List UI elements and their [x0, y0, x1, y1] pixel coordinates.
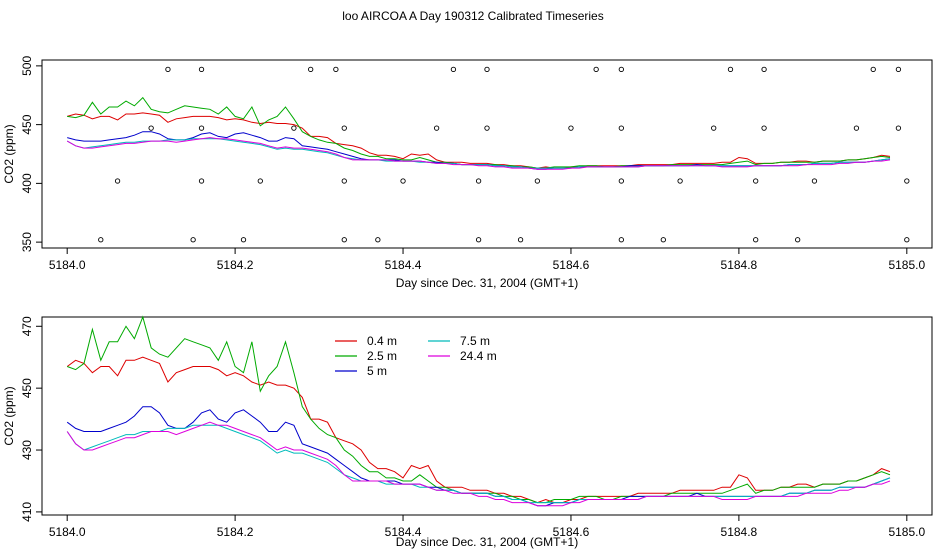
calibration-point: [333, 66, 339, 73]
bottom-x-axis-label: Day since Dec. 31, 2004 (GMT+1): [396, 535, 578, 549]
legend-label: 7.5 m: [460, 334, 490, 348]
top-y-axis: 350 400 450 500: [20, 56, 42, 252]
calibration-point: [677, 178, 683, 184]
legend: 0.4 m2.5 m5 m 7.5 m24.4 m: [335, 334, 497, 378]
calibration-point: [753, 178, 759, 184]
x-tick-label: 5184.2: [217, 258, 254, 272]
x-tick-label: 5184.6: [553, 258, 590, 272]
y-tick-label: 450: [20, 114, 34, 134]
calibration-point: [895, 125, 902, 131]
top-x-axis-label: Day since Dec. 31, 2004 (GMT+1): [396, 276, 578, 290]
series-line-2-5-m-m: [67, 96, 891, 169]
bottom-x-axis: 5184.0 5184.2 5184.4 5184.6 5184.8 5185.0: [49, 515, 925, 539]
y-tick-label: 400: [20, 173, 34, 193]
x-tick-label: 5185.0: [888, 525, 925, 539]
bottom-chart-panel: 5184.0 5184.2 5184.4 5184.6 5184.8 5185.0 410…: [2, 315, 933, 549]
series-line-24-4-m-m: [66, 421, 891, 507]
calibration-point: [257, 178, 263, 184]
top-plot-frame: [41, 59, 933, 249]
calibration-point: [475, 237, 482, 243]
legend-label: 2.5 m: [367, 349, 397, 363]
calibration-point: [341, 237, 347, 243]
y-tick-label: 410: [20, 502, 34, 522]
calibration-point: [450, 66, 457, 73]
x-tick-label: 5184.4: [385, 258, 422, 272]
calibration-point: [618, 125, 624, 131]
calibration-point: [870, 66, 876, 73]
series-line-0-4-m-m: [67, 112, 891, 169]
calibration-point: [618, 66, 624, 73]
calibration-point: [534, 178, 541, 184]
top-chart-panel: 5184.0 5184.2 5184.4 5184.6 5184.8 5185.0 350…: [2, 56, 933, 290]
calibration-point: [198, 178, 205, 184]
calibration-point: [904, 237, 910, 243]
bottom-y-axis-label: CO2 (ppm): [2, 386, 16, 445]
top-x-axis: 5184.0 5184.2 5184.4 5184.6 5184.8 5185.0: [49, 248, 925, 272]
y-tick-label: 450: [20, 378, 34, 398]
calibration-point: [761, 125, 767, 131]
calibration-point: [618, 237, 624, 243]
x-tick-label: 5184.6: [553, 525, 590, 539]
calibration-point: [198, 125, 205, 131]
legend-label: 5 m: [367, 364, 387, 378]
bottom-plot-frame: [41, 316, 933, 516]
calibration-point: [711, 125, 717, 131]
calibration-point: [190, 237, 196, 243]
calibration-point: [568, 125, 574, 131]
calibration-point: [198, 66, 205, 73]
bottom-series-lines: [66, 315, 891, 507]
calibration-point: [308, 66, 314, 73]
y-tick-label: 470: [20, 316, 34, 336]
calibration-point: [341, 125, 347, 131]
calibration-point: [400, 178, 406, 184]
calibration-point: [811, 178, 818, 184]
calibration-point: [593, 66, 599, 73]
series-line-5-m-m: [66, 406, 891, 507]
top-series-lines: [66, 96, 891, 170]
calibration-point: [904, 178, 910, 184]
calibration-point: [517, 237, 524, 243]
x-tick-label: 5185.0: [888, 258, 925, 272]
calibration-point: [341, 178, 347, 184]
calibration-point: [114, 178, 121, 184]
bottom-y-axis: 410 430 450 470: [20, 316, 42, 522]
series-line-7-5-m-m: [66, 424, 891, 504]
calibration-point: [795, 237, 801, 243]
y-tick-label: 350: [20, 232, 34, 252]
calibration-point: [98, 237, 104, 243]
calibration-point: [433, 125, 440, 131]
series-line-24-4-m-m: [66, 137, 891, 170]
x-tick-label: 5184.0: [49, 258, 86, 272]
top-y-axis-label: CO2 (ppm): [2, 124, 16, 183]
calibration-point: [660, 237, 666, 243]
y-tick-label: 430: [20, 440, 34, 460]
calibration-point: [895, 66, 902, 73]
x-tick-label: 5184.4: [385, 525, 422, 539]
x-tick-label: 5184.8: [721, 258, 758, 272]
calibration-point: [375, 237, 381, 243]
calibration-point: [484, 125, 490, 131]
y-tick-label: 500: [20, 56, 34, 76]
calibration-point: [475, 178, 482, 184]
x-tick-label: 5184.0: [49, 525, 86, 539]
x-tick-label: 5184.8: [721, 525, 758, 539]
calibration-point: [291, 125, 297, 131]
top-calibration-points: [98, 66, 910, 243]
figure-title: loo AIRCOA A Day 190312 Calibrated Times…: [342, 9, 603, 23]
calibration-point: [148, 125, 154, 131]
calibration-point: [165, 66, 171, 73]
calibration-point: [761, 66, 767, 73]
calibration-point: [618, 178, 624, 184]
calibration-point: [240, 237, 247, 243]
calibration-point: [853, 125, 860, 131]
series-line-0-4-m-m: [66, 356, 891, 504]
legend-label: 0.4 m: [367, 334, 397, 348]
legend-label: 24.4 m: [460, 349, 497, 363]
x-tick-label: 5184.2: [217, 525, 254, 539]
calibration-point: [727, 66, 734, 73]
calibration-point: [484, 66, 490, 73]
calibration-point: [753, 237, 759, 243]
